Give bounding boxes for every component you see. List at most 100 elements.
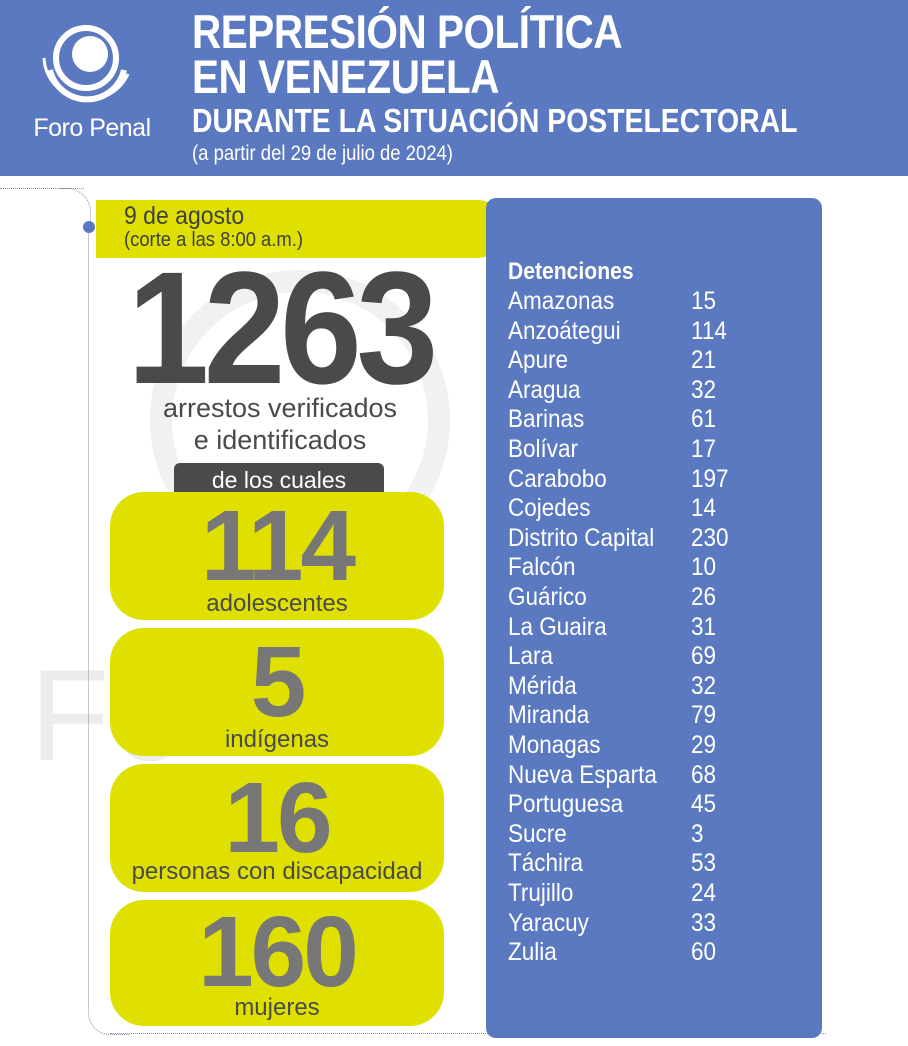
state-name: Lara <box>508 642 554 670</box>
list-item: Aragua 32 <box>508 375 808 405</box>
cutoff-time: (corte a las 8:00 a.m.) <box>124 229 303 251</box>
state-name: Barinas <box>508 405 585 433</box>
list-item: La Guaira 31 <box>508 612 808 642</box>
timeline-dot <box>83 221 95 233</box>
list-item: Táchira 53 <box>508 848 808 878</box>
list-item: Miranda 79 <box>508 700 808 730</box>
stat-card-women: 160 mujeres <box>110 900 444 1026</box>
logo-swirl-icon <box>42 25 130 103</box>
list-item: Mérida 32 <box>508 671 808 701</box>
state-name: Distrito Capital <box>508 524 655 552</box>
state-count: 68 <box>691 761 717 789</box>
state-count: 230 <box>691 524 729 552</box>
state-count: 15 <box>691 287 717 315</box>
stat-value: 5 <box>250 626 307 738</box>
state-name: Nueva Esparta <box>508 761 657 789</box>
state-count: 45 <box>691 790 717 818</box>
list-item: Amazonas 15 <box>508 286 808 316</box>
stat-value: 16 <box>224 762 332 874</box>
list-item: Bolívar 17 <box>508 434 808 464</box>
state-count: 26 <box>691 583 717 611</box>
state-count: 3 <box>691 820 704 848</box>
state-name: Mérida <box>508 672 577 700</box>
state-count: 14 <box>691 494 717 522</box>
state-name: Guárico <box>508 583 587 611</box>
state-count: 29 <box>691 731 717 759</box>
state-name: Apure <box>508 346 569 374</box>
state-count: 21 <box>691 346 717 374</box>
cutoff-date: 9 de agosto <box>124 202 245 230</box>
state-name: Trujillo <box>508 879 574 907</box>
state-count: 197 <box>691 465 729 493</box>
state-name: Aragua <box>508 376 581 404</box>
state-name: Cojedes <box>508 494 591 522</box>
state-count: 32 <box>691 376 717 404</box>
state-name: Bolívar <box>508 435 579 463</box>
stat-card-disability: 16 personas con discapacidad <box>110 764 444 892</box>
total-label: arrestos verificados e identificados <box>110 392 450 456</box>
title-line-2: EN VENEZUELA <box>192 50 500 103</box>
stat-card-adolescents: 114 adolescentes <box>110 492 444 620</box>
header-banner: Foro Penal REPRESIÓN POLÍTICA EN VENEZUE… <box>0 0 908 176</box>
state-count: 79 <box>691 701 717 729</box>
foro-penal-logo: Foro Penal <box>12 18 172 158</box>
total-label-line-1: arrestos verificados <box>162 393 398 423</box>
stat-label: adolescentes <box>206 590 348 617</box>
state-count: 33 <box>691 909 717 937</box>
list-item: Portuguesa 45 <box>508 789 808 819</box>
list-item: Zulia 60 <box>508 937 808 967</box>
state-count: 32 <box>691 672 717 700</box>
state-name: La Guaira <box>508 613 607 641</box>
stat-value: 160 <box>198 896 359 1008</box>
of-which-badge: de los cuales <box>174 463 384 497</box>
list-item: Barinas 61 <box>508 404 808 434</box>
state-count: 53 <box>691 849 717 877</box>
state-name: Carabobo <box>508 465 607 493</box>
state-count: 69 <box>691 642 717 670</box>
state-count: 17 <box>691 435 717 463</box>
subtitle: DURANTE LA SITUACIÓN POSTELECTORAL <box>192 102 798 139</box>
date-pill <box>96 200 506 258</box>
list-item: Cojedes 14 <box>508 493 808 523</box>
state-name: Zulia <box>508 938 557 966</box>
state-name: Sucre <box>508 820 567 848</box>
state-name: Miranda <box>508 701 590 729</box>
detentions-title: Detenciones <box>508 258 634 285</box>
list-item: Apure 21 <box>508 345 808 375</box>
frame-line-left <box>88 228 129 1035</box>
state-name: Táchira <box>508 849 584 877</box>
state-count: 61 <box>691 405 717 433</box>
list-item: Falcón 10 <box>508 552 808 582</box>
stat-label: personas con discapacidad <box>131 858 423 885</box>
list-item: Anzoátegui 114 <box>508 316 808 346</box>
stat-label: indígenas <box>224 726 330 753</box>
total-arrests: 1263 <box>127 238 438 417</box>
list-item: Nueva Esparta 68 <box>508 760 808 790</box>
stat-card-indigenous: 5 indígenas <box>110 628 444 756</box>
state-name: Anzoátegui <box>508 317 621 345</box>
list-item: Distrito Capital 230 <box>508 523 808 553</box>
state-count: 24 <box>691 879 717 907</box>
list-item: Yaracuy 33 <box>508 908 808 938</box>
logo-text: Foro Penal <box>33 114 151 142</box>
state-name: Portuguesa <box>508 790 624 818</box>
state-name: Amazonas <box>508 287 615 315</box>
date-range-note: (a partir del 29 de julio de 2024) <box>192 142 453 165</box>
list-item: Lara 69 <box>508 641 808 671</box>
title-line-1: REPRESIÓN POLÍTICA <box>192 5 623 58</box>
state-count: 114 <box>691 317 727 345</box>
state-count: 60 <box>691 938 717 966</box>
frame-line-bottom <box>110 1033 826 1034</box>
list-item: Sucre 3 <box>508 819 808 849</box>
state-name: Yaracuy <box>508 909 589 937</box>
frame-line-top <box>0 188 84 189</box>
list-item: Carabobo 197 <box>508 464 808 494</box>
total-label-line-2: e identificados <box>193 425 367 455</box>
state-count: 31 <box>691 613 717 641</box>
state-name: Falcón <box>508 553 576 581</box>
state-name: Monagas <box>508 731 601 759</box>
detentions-panel <box>486 198 822 1038</box>
list-item: Monagas 29 <box>508 730 808 760</box>
list-item: Trujillo 24 <box>508 878 808 908</box>
state-count: 10 <box>691 553 717 581</box>
